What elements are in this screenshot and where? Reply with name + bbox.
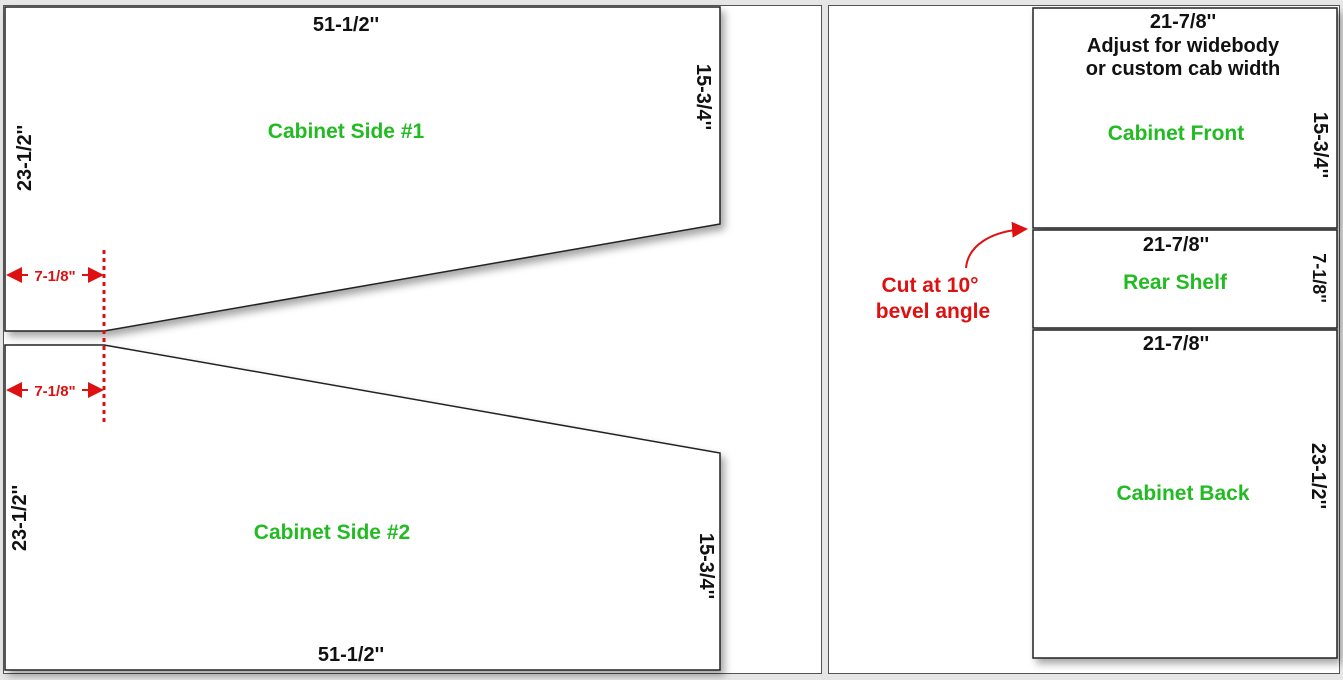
side1-offset-dimension: 7-1/8" xyxy=(34,268,75,285)
shelf-label: Rear Shelf xyxy=(1123,271,1228,294)
cabinet-side-2-panel xyxy=(4,344,721,671)
side2-bottom-dimension: 51-1/2'' xyxy=(318,644,384,666)
side2-label: Cabinet Side #2 xyxy=(254,521,410,544)
front-label: Cabinet Front xyxy=(1108,122,1245,145)
side2-left-dimension: 23-1/2'' xyxy=(9,485,31,551)
side1-label: Cabinet Side #1 xyxy=(268,120,425,143)
shelf-top-dimension: 21-7/8'' xyxy=(1143,234,1209,256)
back-top-dimension: 21-7/8'' xyxy=(1143,333,1209,355)
side1-top-dimension: 51-1/2'' xyxy=(313,14,379,36)
cabinet-side-1-panel xyxy=(4,6,721,332)
bevel-note-line2: bevel angle xyxy=(876,300,990,323)
back-label: Cabinet Back xyxy=(1116,482,1249,505)
cabinet-front-panel xyxy=(1032,7,1338,229)
cabinet-back-panel xyxy=(1032,329,1338,659)
side1-left-dimension: 23-1/2'' xyxy=(14,125,36,191)
shelf-right-dimension: 7-1/8'' xyxy=(1309,253,1329,303)
front-right-dimension: 15-3/4'' xyxy=(1309,112,1331,178)
front-top-dimension: 21-7/8'' xyxy=(1150,11,1216,33)
back-right-dimension: 23-1/2'' xyxy=(1307,443,1329,509)
rear-shelf-panel xyxy=(1032,229,1338,329)
front-note-line1: Adjust for widebody xyxy=(1087,35,1280,57)
side1-right-dimension: 15-3/4'' xyxy=(692,64,714,130)
side2-offset-dimension: 7-1/8" xyxy=(34,383,75,400)
bevel-note-line1: Cut at 10° xyxy=(881,274,978,297)
bevel-pointer-arrow xyxy=(965,221,1028,269)
front-note-line2: or custom cab width xyxy=(1086,58,1280,80)
side2-right-dimension: 15-3/4'' xyxy=(695,533,717,599)
